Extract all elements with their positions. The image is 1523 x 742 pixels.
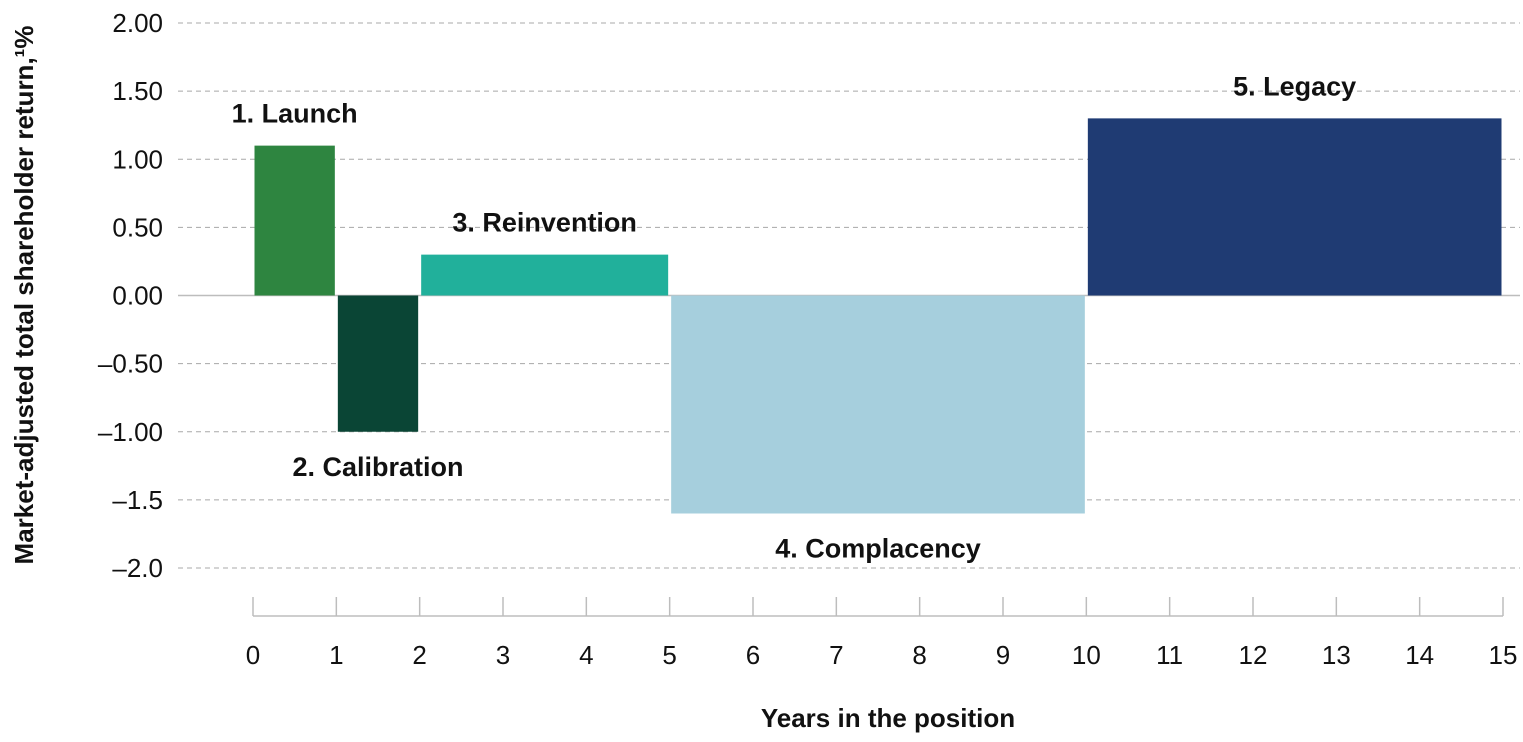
- y-tick-label: 0.00: [112, 281, 163, 311]
- bars: [254, 118, 1502, 514]
- x-tick-label: 15: [1489, 640, 1518, 670]
- x-tick-label: 4: [579, 640, 593, 670]
- x-tick-label: 13: [1322, 640, 1351, 670]
- bar-3: [421, 254, 669, 296]
- x-tick-label: 2: [412, 640, 426, 670]
- y-tick-label: 0.50: [112, 212, 163, 242]
- x-tick-label: 8: [912, 640, 926, 670]
- x-tick-label: 9: [996, 640, 1010, 670]
- y-tick-label: –0.50: [98, 349, 163, 379]
- bar-label-5: 5. Legacy: [1233, 71, 1356, 101]
- x-tick-label: 0: [246, 640, 260, 670]
- x-tick-label: 12: [1239, 640, 1268, 670]
- x-axis-title: Years in the position: [761, 703, 1015, 733]
- x-tick-label: 3: [496, 640, 510, 670]
- x-axis: 0 1 2 3 4 5 6 7 8 9 10 11 12 13 14 15: [246, 597, 1518, 670]
- bar-1: [254, 145, 335, 296]
- bar-5: [1087, 118, 1502, 296]
- bar-label-3: 3. Reinvention: [452, 208, 637, 238]
- y-axis-ticks: 2.00 1.50 1.00 0.50 0.00 –0.50 –1.00 –1.5 –2.0: [98, 8, 163, 583]
- y-tick-label: 2.00: [112, 8, 163, 38]
- bar-2: [337, 295, 419, 432]
- x-tick-label: 11: [1156, 640, 1183, 670]
- y-tick-label: 1.00: [112, 144, 163, 174]
- bar-label-1: 1. Launch: [232, 99, 358, 129]
- y-axis-title: Market-adjusted total shareholder return…: [9, 26, 39, 565]
- x-tick-label: 10: [1072, 640, 1101, 670]
- x-tick-label: 7: [829, 640, 843, 670]
- bar-labels: 1. Launch 2. Calibration 3. Reinvention 4. …: [232, 71, 1357, 563]
- x-tick-label: 1: [329, 640, 343, 670]
- bar-label-4: 4. Complacency: [775, 534, 981, 564]
- y-tick-label: –1.5: [112, 485, 163, 515]
- y-tick-label: –2.0: [112, 553, 163, 583]
- x-tick-label: 5: [662, 640, 676, 670]
- x-tick-label: 6: [746, 640, 760, 670]
- y-tick-label: –1.00: [98, 417, 163, 447]
- y-tick-label: 1.50: [112, 76, 163, 106]
- bar-label-2: 2. Calibration: [292, 452, 463, 482]
- bar-4: [671, 295, 1085, 514]
- x-tick-label: 14: [1405, 640, 1434, 670]
